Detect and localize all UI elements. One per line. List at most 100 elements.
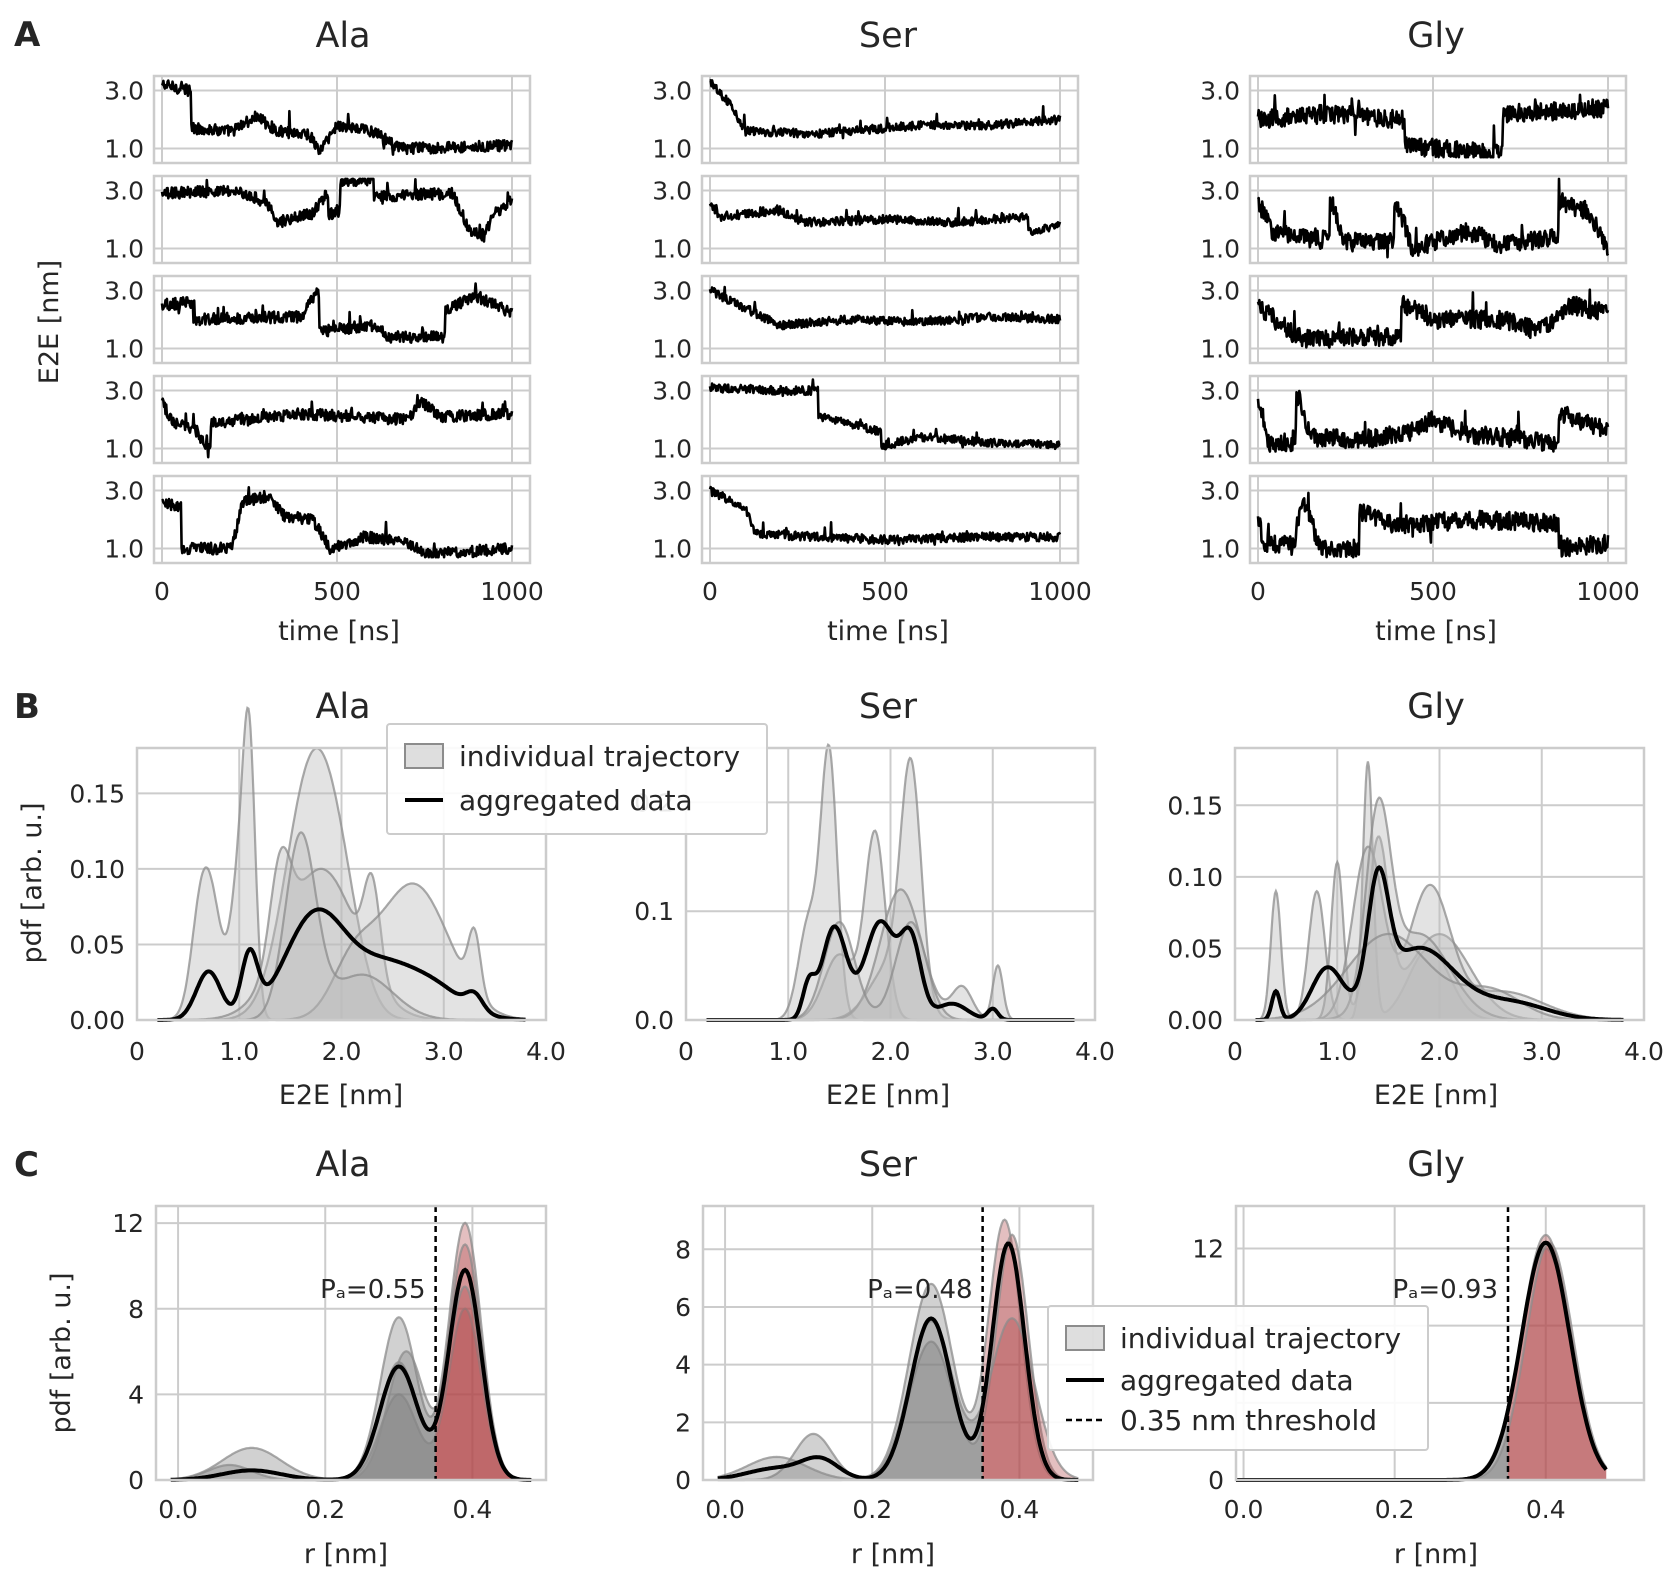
a-ytick-label: 1.0 <box>104 235 144 264</box>
b-frame-ala <box>135 746 548 1022</box>
panel-a-title-ser: Ser <box>859 16 918 56</box>
c-ytick-label: 12 <box>1192 1234 1224 1263</box>
b-frame-ser <box>684 746 1097 1022</box>
c-ytick-label: 12 <box>112 1209 144 1238</box>
a-xtick-label: 0 <box>702 577 718 606</box>
a-ytick-label: 3.0 <box>652 477 692 506</box>
a-ytick-label: 3.0 <box>104 477 144 506</box>
b-xtick-label: 3.0 <box>1522 1037 1562 1066</box>
a-ytick-label: 1.0 <box>104 435 144 464</box>
c-individual-above-gly-2 <box>1508 1248 1607 1480</box>
legend-b: individual trajectory aggregated data <box>386 723 768 835</box>
panel-c-title-gly: Gly <box>1407 1145 1465 1185</box>
b-xtick-label: 4.0 <box>1624 1037 1664 1066</box>
a-ytick-label: 1.0 <box>652 135 692 164</box>
c-aggregated-line-ser <box>717 1241 1079 1482</box>
a-ytick-label: 1.0 <box>652 235 692 264</box>
a-ytick-label: 3.0 <box>652 177 692 206</box>
b-xtick-label: 1.0 <box>768 1037 808 1066</box>
b-frame-gly <box>1233 746 1646 1022</box>
c-xtick-label: 0.4 <box>1000 1495 1040 1524</box>
b-individual-area-ala-3 <box>157 846 526 1020</box>
a-frame-Ala-0 <box>152 74 532 165</box>
b-xtick-label: 2.0 <box>871 1037 911 1066</box>
c-xtick-label: 0.0 <box>158 1495 198 1524</box>
trajectory-gly-2 <box>1256 177 1610 259</box>
c-xtick-label: 0.2 <box>305 1495 345 1524</box>
c-xtick-label: 0.0 <box>1224 1495 1264 1524</box>
b-individual-area-ala-2 <box>157 748 526 1020</box>
c-frame-ala <box>154 1204 548 1482</box>
a-frame-Ser-4 <box>700 474 1080 565</box>
b-individual-line-gly-5 <box>1255 932 1624 1022</box>
a-ytick-label: 3.0 <box>1200 377 1240 406</box>
trajectory-ala-1 <box>160 79 514 156</box>
a-ytick-label: 3.0 <box>652 77 692 106</box>
b-xtick-label: 2.0 <box>322 1037 362 1066</box>
b-ytick-label: 0.15 <box>1167 791 1223 820</box>
trajectory-ala-2 <box>160 177 514 243</box>
panel-c-title-ser: Ser <box>859 1145 918 1185</box>
a-xtick-label: 500 <box>861 577 909 606</box>
a-ytick-label: 3.0 <box>652 377 692 406</box>
a-frame-Ala-3 <box>152 374 532 465</box>
c-ytick-label: 0 <box>1208 1466 1224 1495</box>
c-xtick-label: 0.2 <box>1375 1495 1415 1524</box>
trajectory-ala-3 <box>160 282 514 344</box>
b-individual-area-ser-3 <box>706 758 1075 1020</box>
a-frame-Ser-2 <box>700 274 1080 365</box>
a-frame-Ala-4 <box>152 474 532 565</box>
a-ytick-label: 3.0 <box>104 177 144 206</box>
c-xtick-label: 0.2 <box>852 1495 892 1524</box>
a-xtick-label: 0 <box>154 577 170 606</box>
a-frame-Ala-2 <box>152 274 532 365</box>
panel-c-xlabel-gly: r [nm] <box>1394 1539 1478 1570</box>
c-ytick-label: 8 <box>675 1235 691 1264</box>
c-pa-label-gly: Pₐ=0.93 <box>1392 1275 1498 1305</box>
b-xtick-label: 0 <box>129 1037 145 1066</box>
b-xtick-label: 1.0 <box>1317 1037 1357 1066</box>
c-individual-below-ser-2 <box>717 1341 983 1480</box>
trajectory-ser-4 <box>708 378 1061 451</box>
trajectory-gly-5 <box>1256 491 1610 559</box>
panel-b-xlabel-gly: E2E [nm] <box>1374 1080 1498 1111</box>
c-ytick-label: 6 <box>675 1293 691 1322</box>
a-frame-Ala-1 <box>152 174 532 265</box>
b-ytick-label: 0.05 <box>69 930 125 959</box>
b-ytick-label: 0.15 <box>69 779 125 808</box>
b-ytick-label: 0.1 <box>634 897 674 926</box>
panel-b-xlabel-ala: E2E [nm] <box>279 1080 403 1111</box>
a-frame-Ser-0 <box>700 74 1080 165</box>
c-xtick-label: 0.4 <box>453 1495 493 1524</box>
a-xtick-label: 0 <box>1250 577 1266 606</box>
a-frame-Ser-3 <box>700 374 1080 465</box>
panel-b-title-ala: Ala <box>315 687 370 727</box>
a-frame-Gly-1 <box>1248 174 1628 265</box>
a-frame-Gly-2 <box>1248 274 1628 365</box>
trajectory-ser-5 <box>708 485 1062 547</box>
panel-letter-a: A <box>14 15 41 55</box>
panel-a-xlabel-gly: time [ns] <box>1375 616 1497 647</box>
a-ytick-label: 1.0 <box>1200 435 1240 464</box>
b-individual-area-gly-5 <box>1255 934 1624 1020</box>
a-frame-Gly-0 <box>1248 74 1628 165</box>
panel-letter-b: B <box>14 687 40 727</box>
c-ytick-label: 4 <box>675 1351 691 1380</box>
c-ytick-label: 8 <box>128 1295 144 1324</box>
panel-b-title-ser: Ser <box>859 687 918 727</box>
a-xtick-label: 500 <box>1409 577 1457 606</box>
b-individual-area-gly-3 <box>1255 846 1624 1020</box>
b-individual-area-ser-5 <box>706 922 1075 1020</box>
a-ytick-label: 1.0 <box>104 335 144 364</box>
c-individual-below-ala-4 <box>170 1351 436 1480</box>
panel-letter-c: C <box>14 1145 39 1185</box>
a-ytick-label: 1.0 <box>652 435 692 464</box>
legend-c-threshold-label: 0.35 nm threshold <box>1120 1404 1377 1437</box>
a-frame-Gly-3 <box>1248 374 1628 465</box>
a-ytick-label: 1.0 <box>1200 335 1240 364</box>
c-xtick-label: 0.0 <box>705 1495 745 1524</box>
a-ytick-label: 3.0 <box>104 277 144 306</box>
a-xtick-label: 500 <box>313 577 361 606</box>
trajectory-gly-3 <box>1256 288 1610 349</box>
